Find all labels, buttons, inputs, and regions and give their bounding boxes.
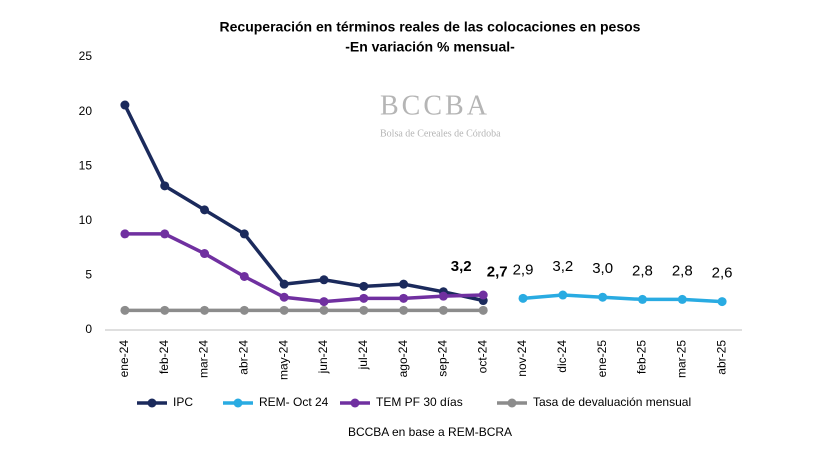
point — [319, 297, 329, 307]
point — [717, 297, 727, 307]
point — [160, 181, 170, 191]
value-label: 2,8 — [672, 262, 693, 279]
point — [359, 305, 369, 315]
x-tick-label: nov-24 — [515, 340, 529, 377]
point — [399, 279, 409, 289]
y-tick-label: 0 — [85, 322, 92, 336]
value-label: 2,8 — [632, 262, 653, 279]
x-tick-label: sep-24 — [436, 340, 450, 377]
point — [160, 229, 170, 239]
legend-marker — [233, 398, 243, 408]
point — [120, 100, 130, 110]
value-label: 3,2 — [552, 258, 573, 275]
point — [399, 305, 409, 315]
point — [120, 305, 130, 315]
point — [598, 292, 608, 302]
series-line — [123, 104, 484, 303]
legend-label: REM- Oct 24 — [259, 395, 329, 409]
x-tick-label: dic-24 — [555, 340, 569, 373]
legend-marker — [350, 398, 360, 408]
value-label: 2,9 — [513, 261, 534, 278]
point — [279, 292, 289, 302]
point — [239, 305, 249, 315]
x-tick-label: feb-25 — [635, 340, 649, 374]
x-tick-label: mar-24 — [197, 340, 211, 378]
legend-label: TEM PF 30 días — [376, 395, 463, 409]
point — [359, 281, 369, 291]
watermark-logo: BCCBA — [380, 90, 490, 121]
value-label: 3,2 — [451, 258, 472, 275]
point — [200, 205, 210, 215]
y-tick-label: 25 — [79, 49, 93, 63]
x-tick-label: jul-24 — [356, 340, 370, 371]
x-tick-label: mar-25 — [674, 340, 688, 378]
y-tick-label: 5 — [85, 268, 92, 282]
point — [279, 279, 289, 289]
point — [120, 229, 130, 239]
point — [438, 305, 448, 315]
x-tick-label: feb-24 — [157, 340, 171, 374]
y-tick-label: 20 — [79, 104, 93, 118]
source: BCCBA en base a REM-BCRA — [348, 425, 512, 439]
point — [518, 293, 528, 303]
x-tick-label: abr-25 — [714, 340, 728, 375]
y-tick-label: 10 — [79, 213, 93, 227]
point — [319, 305, 329, 315]
point — [239, 271, 249, 281]
point — [478, 305, 488, 315]
point — [359, 293, 369, 303]
value-label: 3,0 — [592, 260, 613, 277]
point — [160, 305, 170, 315]
x-tick-label: ago-24 — [396, 340, 410, 378]
x-tick-label: ene-24 — [117, 340, 131, 378]
point — [200, 305, 210, 315]
point — [200, 249, 210, 259]
point — [239, 229, 249, 239]
point — [637, 294, 647, 304]
point — [558, 290, 568, 300]
point — [478, 290, 488, 300]
x-tick-label: jun-24 — [316, 340, 330, 375]
value-label: 2,7 — [487, 263, 508, 280]
x-tick-label: ene-25 — [595, 340, 609, 378]
chart-subtitle: -En variación % mensual- — [345, 39, 515, 55]
x-tick-label: abr-24 — [237, 340, 251, 375]
point — [438, 291, 448, 301]
legend-marker — [507, 398, 517, 408]
point — [677, 294, 687, 304]
watermark-text: Bolsa de Cereales de Córdoba — [380, 128, 501, 139]
legend-label: IPC — [173, 395, 193, 409]
legend-label: Tasa de devaluación mensual — [533, 395, 691, 409]
chart-title: Recuperación en términos reales de las c… — [220, 19, 641, 35]
legend-marker — [147, 398, 157, 408]
series-line — [124, 232, 484, 304]
point — [399, 293, 409, 303]
value-label: 2,6 — [712, 265, 733, 282]
x-tick-label: may-24 — [276, 340, 290, 380]
x-tick-label: oct-24 — [475, 340, 489, 374]
y-tick-label: 15 — [79, 158, 93, 172]
point — [279, 305, 289, 315]
point — [319, 275, 329, 285]
series-line — [522, 293, 723, 304]
